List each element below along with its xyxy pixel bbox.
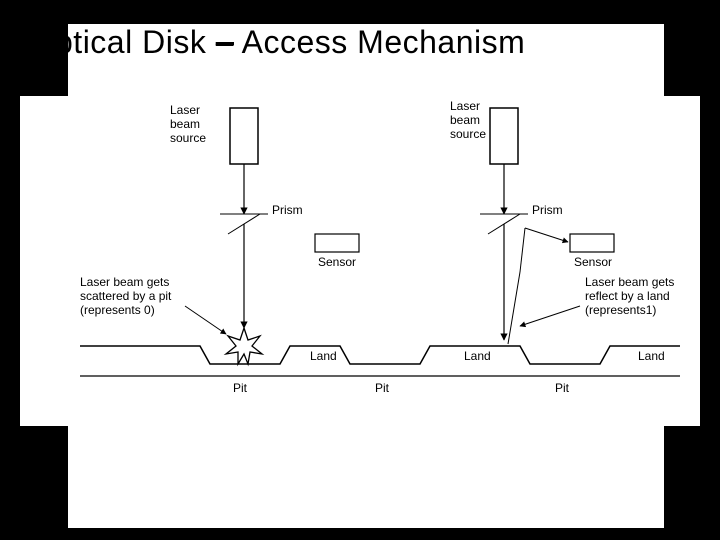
scatter-burst-icon: [226, 328, 262, 364]
laser-source-label-right: Laser beam source: [450, 99, 486, 141]
pit-label-1: Pit: [233, 381, 248, 395]
title-dash: –: [216, 24, 234, 60]
prism-label-right: Prism: [532, 203, 563, 217]
pit-label-3: Pit: [555, 381, 570, 395]
disk-surface: [80, 346, 680, 364]
sensor-label-right: Sensor: [574, 255, 612, 269]
scatter-text: Laser beam gets scattered by a pit (repr…: [80, 275, 175, 317]
land-label-1: Land: [310, 349, 337, 363]
laser-source-left: [230, 108, 258, 164]
land-label-2: Land: [464, 349, 491, 363]
optical-disk-diagram: Laser beam source Laser beam source Pris…: [20, 96, 700, 426]
title-left: ptical Disk: [55, 24, 216, 60]
diagram-panel: Laser beam source Laser beam source Pris…: [20, 96, 700, 426]
prism-label-left: Prism: [272, 203, 303, 217]
reflect-up2: [520, 228, 525, 272]
reflect-text: Laser beam gets reflect by a land (repre…: [585, 275, 678, 317]
reflect-to-sensor: [525, 228, 568, 242]
laser-source-right: [490, 108, 518, 164]
reflect-leader: [520, 306, 580, 326]
title-right: Access Mechanism: [234, 24, 525, 60]
pit-label-2: Pit: [375, 381, 390, 395]
sensor-label-left: Sensor: [318, 255, 356, 269]
sensor-left: [315, 234, 359, 252]
laser-source-label-left: Laser beam source: [170, 103, 206, 145]
land-label-3: Land: [638, 349, 665, 363]
page-title: ptical Disk – Access Mechanism: [55, 24, 685, 61]
sensor-right: [570, 234, 614, 252]
reflect-up: [508, 272, 520, 344]
scatter-arrow: [185, 306, 226, 334]
